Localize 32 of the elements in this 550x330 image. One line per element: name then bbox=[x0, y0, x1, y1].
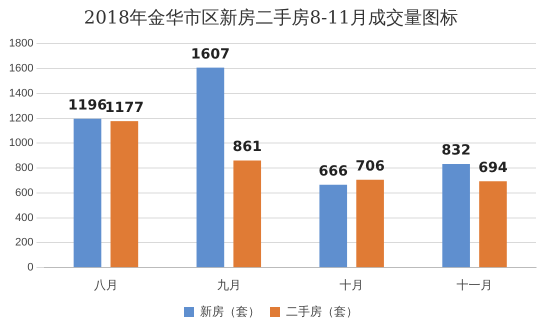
x-tick-label: 十一月 bbox=[456, 278, 493, 292]
x-tick-label: 九月 bbox=[216, 278, 241, 292]
y-tick-label: 1400 bbox=[8, 87, 34, 100]
legend-label: 二手房（套） bbox=[286, 304, 358, 318]
y-tick-label: 600 bbox=[15, 186, 34, 199]
data-label: 694 bbox=[478, 160, 508, 176]
y-tick-label: 1600 bbox=[8, 62, 34, 75]
data-label: 1607 bbox=[190, 46, 230, 62]
y-tick-label: 1000 bbox=[8, 137, 34, 150]
legend-label: 新房（套） bbox=[200, 304, 260, 318]
y-tick-label: 200 bbox=[15, 236, 34, 249]
y-tick-label: 400 bbox=[15, 212, 34, 224]
data-label: 706 bbox=[355, 158, 385, 174]
bar bbox=[196, 68, 224, 268]
y-tick-label: 0 bbox=[27, 262, 34, 274]
data-label: 861 bbox=[232, 139, 262, 156]
x-tick-label: 十月 bbox=[340, 278, 364, 292]
data-label: 832 bbox=[442, 142, 471, 159]
chart-title: 2018年金华市区新房二手房8-11月成交量图标 bbox=[84, 7, 458, 28]
bar bbox=[479, 181, 507, 268]
y-tick-label: 800 bbox=[15, 162, 34, 174]
bar bbox=[319, 184, 348, 268]
y-tick-label: 1200 bbox=[8, 112, 34, 124]
bar bbox=[356, 180, 384, 268]
bar bbox=[442, 164, 470, 268]
bar bbox=[74, 118, 102, 268]
x-tick-label: 八月 bbox=[94, 278, 118, 292]
y-tick-label: 1800 bbox=[8, 38, 34, 50]
data-label: 666 bbox=[318, 163, 348, 180]
data-label: 1196 bbox=[68, 97, 107, 114]
bar bbox=[233, 160, 262, 268]
bar bbox=[110, 121, 138, 268]
